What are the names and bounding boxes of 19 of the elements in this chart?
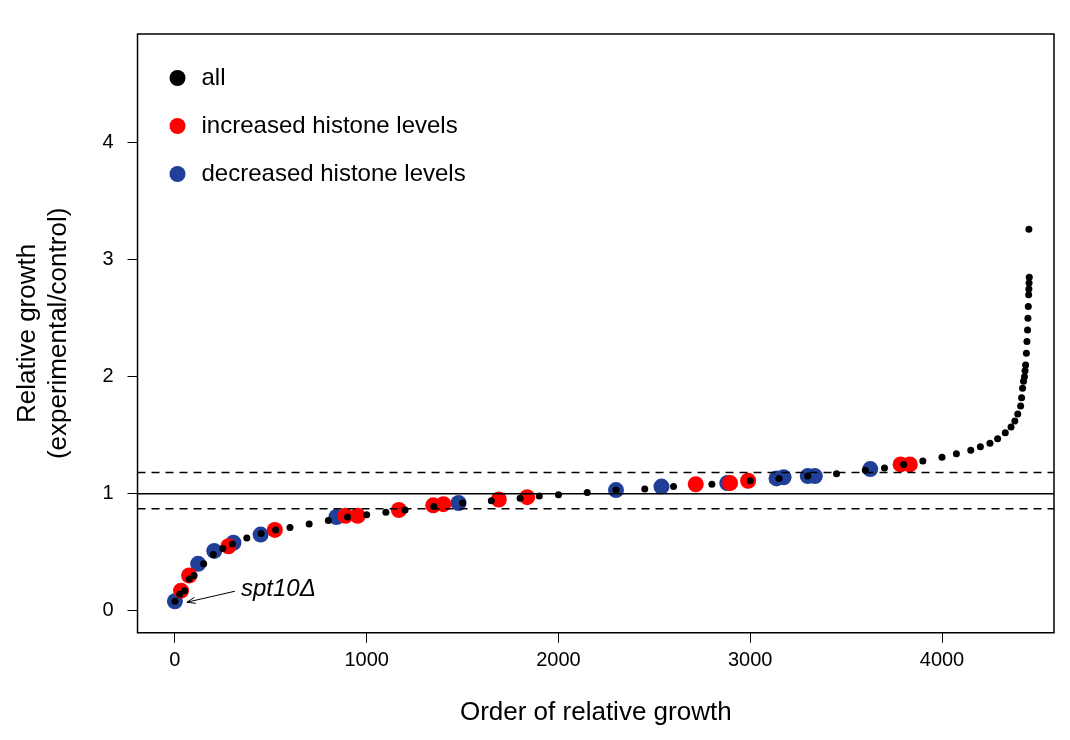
point: [435, 496, 452, 513]
x-tick-label: 0: [169, 648, 181, 671]
y-tick-label: 4: [102, 130, 114, 153]
point: [653, 478, 670, 495]
y-axis-title: Relative growth (experimental/control): [10, 207, 72, 460]
legend-label: increased histone levels: [201, 110, 458, 138]
x-tick-label: 3000: [727, 648, 773, 671]
point: [687, 476, 704, 493]
x-tick-label: 1000: [344, 648, 389, 671]
y-tick-label: 0: [102, 598, 114, 621]
x-tick-label: 2000: [536, 648, 581, 671]
x-axis-title: Order of relative growth: [459, 695, 732, 726]
legend-label: decreased histone levels: [201, 158, 466, 186]
annotation: spt10Δ: [240, 573, 316, 601]
y-tick-label: 1: [102, 481, 114, 504]
x-tick-label: 4000: [919, 648, 965, 671]
y-tick-label: 3: [102, 247, 114, 270]
legend-label: all: [201, 62, 226, 90]
y-tick-label: 2: [102, 364, 114, 387]
